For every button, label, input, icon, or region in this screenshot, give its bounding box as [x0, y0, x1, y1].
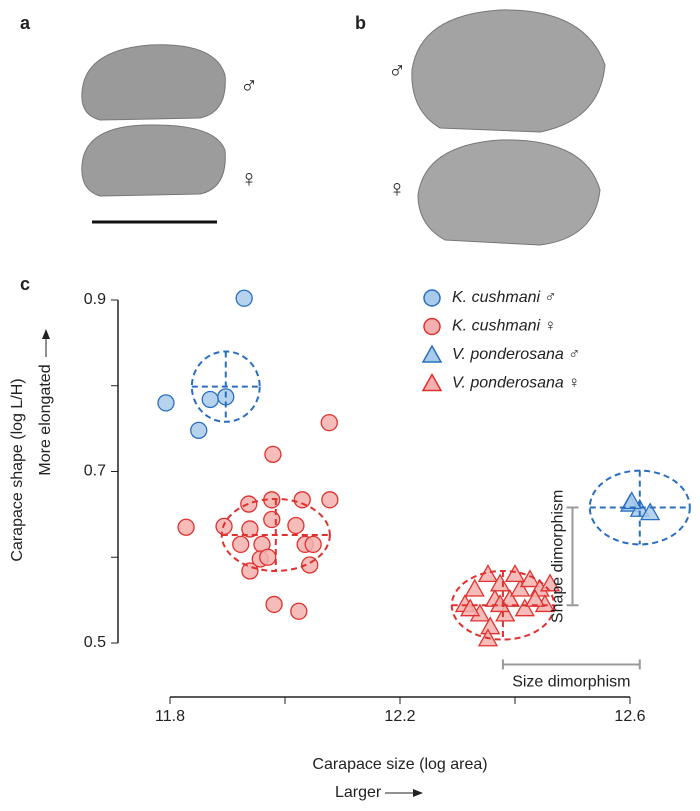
panel-label: c: [20, 274, 30, 294]
panel-label: a: [20, 13, 31, 33]
x-tick-label: 12.6: [614, 708, 645, 725]
y-direction: More elongated: [37, 364, 54, 475]
point: [514, 598, 535, 617]
point: [240, 495, 258, 513]
point: [177, 518, 195, 536]
x-tick-label: 11.8: [155, 708, 185, 725]
point: [621, 491, 642, 510]
legend-marker: [423, 317, 441, 336]
y-tick-label: 0.9: [84, 291, 106, 308]
point: [499, 588, 520, 607]
point: [241, 520, 259, 538]
point: [259, 548, 277, 566]
sex-symbol: ♂: [240, 72, 258, 99]
point: [293, 491, 311, 509]
x-axis-label: Carapace size (log area): [312, 756, 487, 773]
x-direction: Larger: [335, 784, 382, 801]
point: [489, 573, 511, 592]
point: [263, 510, 281, 529]
point: [504, 564, 526, 583]
point: [464, 578, 485, 597]
y-axis-label: Carapace shape (log L/H): [9, 378, 26, 561]
point: [290, 602, 308, 620]
point: [489, 594, 511, 613]
legend-label: K. cushmani ♂: [452, 289, 556, 306]
point: [287, 516, 305, 535]
legend-label: K. cushmani ♀: [452, 318, 556, 335]
sex-symbol: ♂: [388, 57, 406, 84]
annotation: Size dimorphism: [512, 674, 630, 691]
point: [157, 394, 175, 412]
legend-marker: [421, 372, 443, 392]
point: [241, 562, 259, 580]
point: [265, 595, 283, 614]
point: [304, 535, 322, 554]
legend-label: V. ponderosana ♂: [452, 346, 580, 363]
point: [640, 502, 661, 521]
point: [264, 445, 282, 464]
legend-label: V. ponderosana ♀: [452, 375, 580, 392]
specimen-photo: [81, 44, 226, 121]
point: [320, 413, 338, 432]
legend-marker: [423, 289, 441, 307]
point: [510, 578, 531, 597]
x-tick-label: 12.2: [384, 708, 415, 725]
point: [201, 390, 219, 409]
y-tick-label: 0.5: [84, 634, 106, 651]
sex-symbol: ♀: [388, 175, 406, 202]
point: [321, 491, 339, 509]
point: [232, 535, 250, 554]
point: [495, 603, 516, 622]
specimen-photo: [81, 124, 226, 197]
point: [190, 421, 208, 439]
y-tick-label: 0.7: [84, 463, 106, 480]
specimen-photo: [411, 9, 606, 133]
sex-symbol: ♀: [240, 165, 258, 192]
point: [460, 598, 481, 617]
annotation: Shape dimorphism: [550, 490, 567, 623]
point: [235, 289, 253, 307]
specimen-photo: [417, 139, 601, 246]
legend-marker: [421, 344, 443, 363]
panel-label: b: [355, 13, 366, 33]
